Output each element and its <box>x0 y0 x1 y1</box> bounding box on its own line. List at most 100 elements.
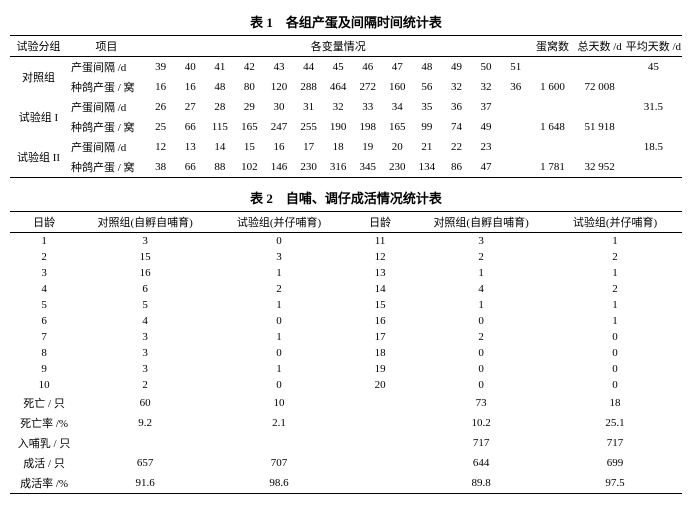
table1-title: 表 1 各组产蛋及间隔时间统计表 <box>10 8 682 35</box>
t2-cell: 2 <box>414 329 548 345</box>
value-cell: 21 <box>412 137 442 157</box>
value-cell: 48 <box>412 57 442 78</box>
t2-cell: 13 <box>346 265 414 281</box>
summary-cell: 644 <box>414 453 548 473</box>
t2-cell: 2 <box>78 377 212 393</box>
value-cell: 31 <box>294 97 324 117</box>
value-cell: 316 <box>323 157 353 178</box>
summary-cell <box>212 433 346 453</box>
table2: 日龄 对照组(自孵自哺育) 试验组(并仔哺育) 日龄 对照组(自孵自哺育) 试验… <box>10 211 682 494</box>
value-cell: 99 <box>412 117 442 137</box>
t2-cell: 3 <box>78 233 212 250</box>
t2-cell: 1 <box>10 233 78 250</box>
t2-cell: 0 <box>414 377 548 393</box>
t2-cell: 3 <box>78 361 212 377</box>
value-cell: 16 <box>264 137 294 157</box>
t2-cell: 0 <box>414 313 548 329</box>
value-cell: 22 <box>442 137 472 157</box>
summary-cell: 2.1 <box>212 413 346 433</box>
value-cell: 146 <box>264 157 294 178</box>
t2-cell: 3 <box>10 265 78 281</box>
value-cell <box>501 157 531 178</box>
value-cell: 20 <box>383 137 413 157</box>
value-cell: 42 <box>235 57 265 78</box>
t2-cell: 1 <box>548 233 682 250</box>
value-cell: 464 <box>323 77 353 97</box>
summary-cell <box>346 393 414 413</box>
value-cell: 48 <box>205 77 235 97</box>
value-cell: 134 <box>412 157 442 178</box>
summary-label: 入哺乳 / 只 <box>10 433 78 453</box>
t2-cell: 3 <box>414 233 548 250</box>
t2-cell: 1 <box>212 265 346 281</box>
t2-cell: 1 <box>414 297 548 313</box>
egg-cell: 1 648 <box>531 117 575 137</box>
t2-cell: 0 <box>212 345 346 361</box>
h2-day-r: 日龄 <box>346 212 414 233</box>
value-cell <box>501 97 531 117</box>
table2-row: 6401601 <box>10 313 682 329</box>
t2-cell: 16 <box>78 265 212 281</box>
table1-row: 对照组产蛋间隔 /d3940414243444546474849505145 <box>10 57 682 78</box>
value-cell: 190 <box>323 117 353 137</box>
value-cell: 38 <box>146 157 176 178</box>
avg-cell: 18.5 <box>625 137 682 157</box>
egg-cell <box>531 97 575 117</box>
value-cell: 35 <box>412 97 442 117</box>
value-cell: 120 <box>264 77 294 97</box>
t2-cell: 6 <box>78 281 212 297</box>
h2-test-l: 试验组(并仔哺育) <box>212 212 346 233</box>
value-cell: 33 <box>353 97 383 117</box>
value-cell: 86 <box>442 157 472 178</box>
summary-label: 成活 / 只 <box>10 453 78 473</box>
t2-cell: 5 <box>78 297 212 313</box>
t2-cell: 20 <box>346 377 414 393</box>
table2-row: 31611311 <box>10 265 682 281</box>
value-cell: 41 <box>205 57 235 78</box>
value-cell: 160 <box>383 77 413 97</box>
egg-cell <box>531 137 575 157</box>
t2-cell: 1 <box>212 329 346 345</box>
summary-cell: 98.6 <box>212 473 346 494</box>
table2-row: 5511511 <box>10 297 682 313</box>
table2-row: 9311900 <box>10 361 682 377</box>
t2-cell: 3 <box>212 249 346 265</box>
summary-label: 死亡 / 只 <box>10 393 78 413</box>
t2-cell: 2 <box>548 249 682 265</box>
t2-cell: 1 <box>548 297 682 313</box>
value-cell: 43 <box>264 57 294 78</box>
t2-cell: 1 <box>212 297 346 313</box>
h-vars: 各变量情况 <box>146 36 531 57</box>
h2-day-l: 日龄 <box>10 212 78 233</box>
item-cell: 种鸽产蛋 / 窝 <box>67 77 146 97</box>
value-cell <box>501 137 531 157</box>
table2-row: 21531222 <box>10 249 682 265</box>
summary-cell: 699 <box>548 453 682 473</box>
value-cell: 45 <box>323 57 353 78</box>
t2-cell: 16 <box>346 313 414 329</box>
t2-cell: 7 <box>10 329 78 345</box>
summary-cell: 60 <box>78 393 212 413</box>
value-cell: 12 <box>146 137 176 157</box>
summary-cell <box>346 453 414 473</box>
value-cell: 26 <box>146 97 176 117</box>
value-cell: 14 <box>205 137 235 157</box>
item-cell: 种鸽产蛋 / 窝 <box>67 117 146 137</box>
t2-cell: 0 <box>548 329 682 345</box>
t2-cell: 2 <box>548 281 682 297</box>
t2-cell: 2 <box>414 249 548 265</box>
avg-cell <box>625 157 682 178</box>
value-cell: 165 <box>235 117 265 137</box>
t2-cell: 18 <box>346 345 414 361</box>
summary-cell <box>346 473 414 494</box>
h-tot: 总天数 /d <box>574 36 624 57</box>
egg-cell <box>531 57 575 78</box>
table1-row: 种鸽产蛋 / 窝16164880120288464272160563232361… <box>10 77 682 97</box>
table1-row: 种鸽产蛋 / 窝25661151652472551901981659974491… <box>10 117 682 137</box>
h2-test-r: 试验组(并仔哺育) <box>548 212 682 233</box>
t2-cell: 0 <box>212 233 346 250</box>
item-cell: 产蛋间隔 /d <box>67 137 146 157</box>
summary-label: 死亡率 /% <box>10 413 78 433</box>
value-cell: 39 <box>146 57 176 78</box>
h-egg: 蛋窝数 <box>531 36 575 57</box>
